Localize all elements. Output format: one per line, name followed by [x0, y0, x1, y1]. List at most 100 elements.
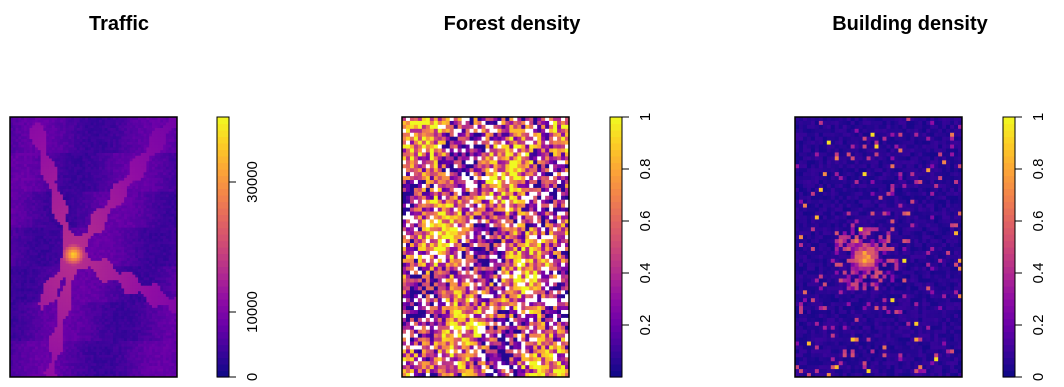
heatmap-cell [101, 194, 106, 198]
heatmap-cell [174, 175, 178, 179]
heatmap-cell [23, 216, 28, 220]
heatmap-cell [37, 313, 42, 317]
heatmap-cell [21, 224, 25, 229]
heatmap-cell [82, 269, 86, 273]
heatmap-cell [48, 117, 53, 121]
heatmap-cell [96, 255, 100, 259]
heatmap-cell [85, 343, 89, 347]
heatmap-cell [21, 136, 25, 140]
heatmap-cell [118, 307, 122, 312]
heatmap-cell [93, 335, 97, 339]
heatmap-cell [18, 158, 22, 162]
heatmap-cell [104, 241, 108, 245]
heatmap-cell [126, 125, 131, 129]
heatmap-cell [143, 258, 147, 262]
heatmap-cell [112, 288, 117, 292]
heatmap-cell [115, 241, 119, 245]
heatmap-cell [35, 247, 39, 251]
heatmap-cell [54, 130, 58, 134]
heatmap-cell [32, 238, 36, 242]
heatmap-cell [60, 208, 64, 212]
heatmap-cell [118, 136, 122, 140]
heatmap-cell [121, 152, 125, 157]
heatmap-cell [149, 172, 153, 176]
heatmap-cell [85, 238, 89, 242]
heatmap-cell [165, 260, 170, 264]
heatmap-cell [135, 172, 139, 176]
heatmap-cell [112, 335, 117, 339]
heatmap-cell [43, 117, 47, 121]
heatmap-cell [118, 155, 122, 159]
heatmap-cell [76, 338, 80, 342]
heatmap-cell [118, 222, 122, 226]
heatmap-cell [171, 260, 175, 264]
heatmap-cell [76, 233, 80, 237]
heatmap-cell [12, 130, 16, 134]
heatmap-cell [15, 158, 19, 162]
heatmap-cell [87, 197, 92, 201]
heatmap-cell [168, 136, 172, 140]
heatmap-cell [40, 285, 44, 289]
heatmap-cell [143, 216, 147, 220]
heatmap-cell [135, 133, 139, 137]
heatmap-cell [124, 318, 128, 323]
heatmap-cell [82, 252, 86, 256]
heatmap-cell [99, 327, 103, 331]
heatmap-cell [60, 180, 64, 184]
heatmap-cell [157, 313, 161, 317]
heatmap-cell [12, 244, 16, 248]
heatmap-cell [163, 249, 167, 253]
heatmap-cell [29, 291, 33, 295]
heatmap-cell [54, 128, 58, 132]
heatmap-cell [96, 280, 100, 284]
heatmap-cell [82, 288, 86, 292]
heatmap-cell [165, 318, 170, 323]
heatmap-cell [40, 133, 44, 137]
heatmap-cell [35, 271, 39, 276]
heatmap-cell [26, 329, 30, 334]
heatmap-cell [37, 199, 42, 204]
heatmap-cell [93, 343, 97, 347]
heatmap-cell [62, 164, 67, 168]
heatmap-cell [168, 335, 172, 339]
heatmap-cell [124, 219, 128, 223]
heatmap-cell [15, 305, 19, 309]
heatmap-cell [62, 321, 67, 325]
heatmap-cell [37, 219, 42, 223]
heatmap-cell [146, 213, 150, 217]
heatmap-cell [51, 213, 55, 217]
heatmap-cell [60, 147, 64, 151]
heatmap-cell [129, 191, 133, 195]
heatmap-cell [37, 244, 42, 248]
heatmap-cell [40, 130, 44, 134]
heatmap-cell [43, 255, 47, 259]
heatmap-cell [171, 147, 175, 151]
heatmap-cell [46, 274, 50, 278]
heatmap-cell [71, 288, 75, 292]
heatmap-cell [90, 269, 94, 273]
heatmap-cell [151, 139, 156, 143]
heatmap-cell [115, 255, 119, 259]
heatmap-cell [18, 164, 22, 168]
heatmap-cell [99, 307, 103, 312]
heatmap-cell [157, 343, 161, 347]
heatmap-cell [149, 255, 153, 259]
heatmap-cell [107, 282, 111, 287]
heatmap-cell [168, 263, 172, 267]
heatmap-cell [140, 202, 144, 206]
heatmap-cell [48, 158, 53, 162]
heatmap-cell [15, 211, 19, 215]
heatmap-cell [79, 147, 83, 151]
heatmap-cell [149, 194, 153, 198]
heatmap-cell [165, 128, 170, 132]
heatmap-cell [85, 222, 89, 226]
heatmap-cell [68, 213, 72, 217]
heatmap-cell [23, 266, 28, 270]
heatmap-cell [79, 202, 83, 206]
heatmap-cell [76, 130, 80, 134]
heatmap-cell [165, 313, 170, 317]
heatmap-cell [118, 141, 122, 146]
heatmap-cell [135, 291, 139, 295]
heatmap-cell [76, 117, 80, 121]
heatmap-cell [51, 205, 55, 209]
